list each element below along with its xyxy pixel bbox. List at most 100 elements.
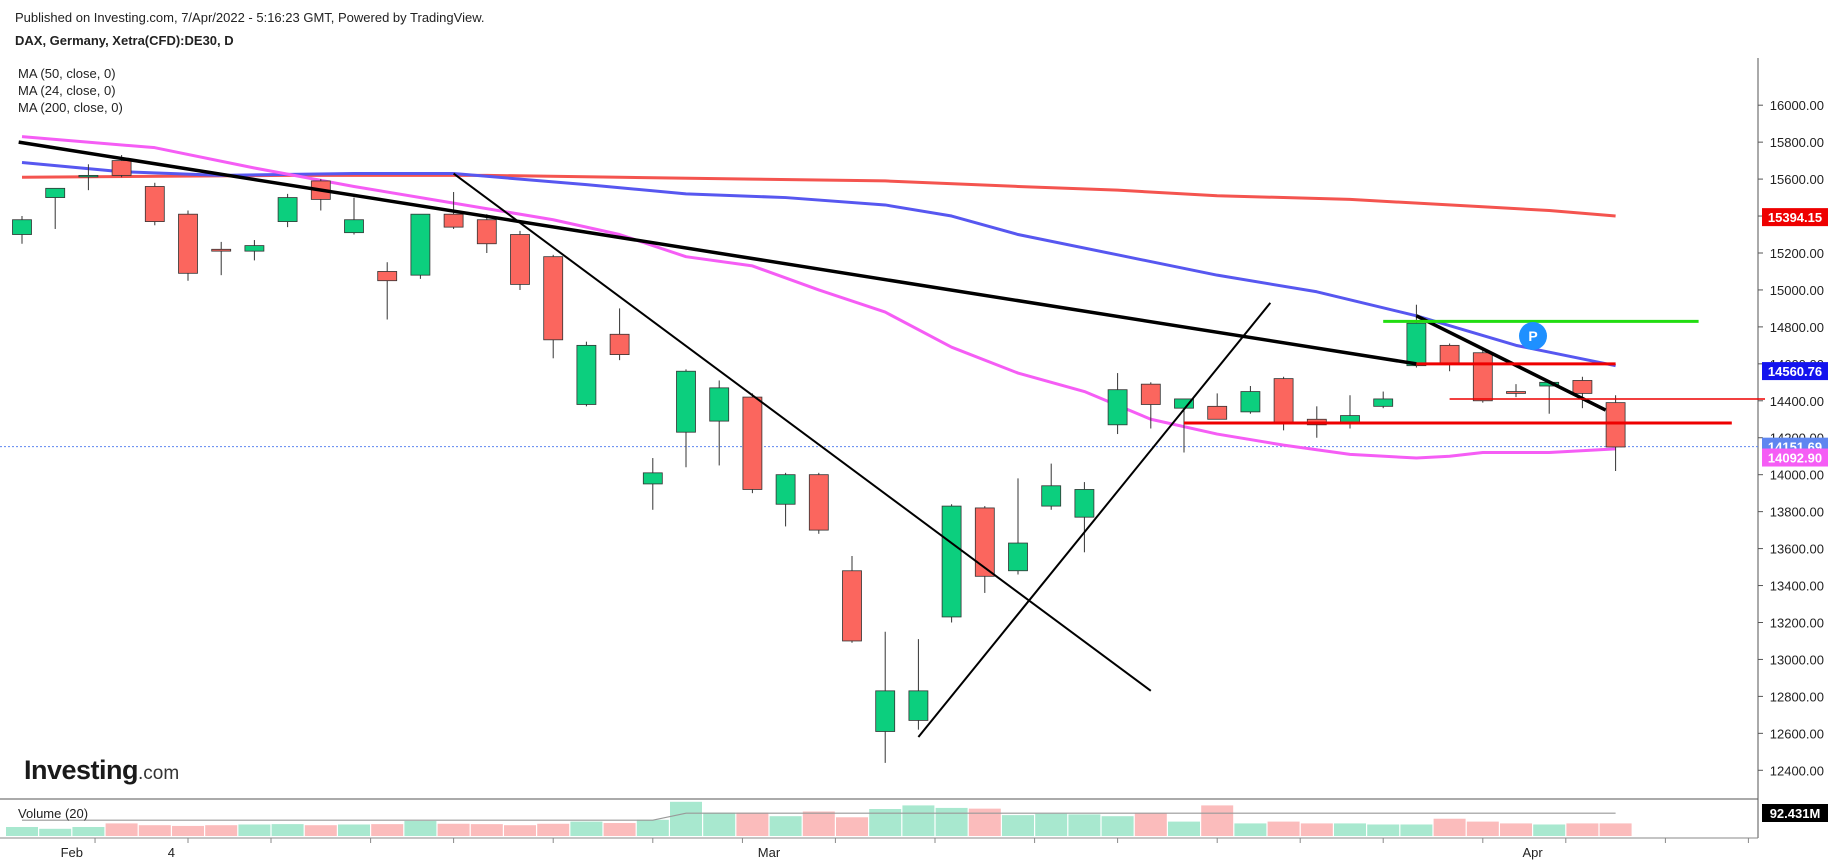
volume-bar — [39, 828, 72, 836]
volume-bar — [238, 824, 271, 836]
legend-ma24[interactable]: MA (24, close, 0) — [18, 83, 116, 98]
candle-body — [1506, 391, 1526, 394]
y-tick-label: 16000.00 — [1770, 98, 1824, 113]
volume-badge — [1762, 804, 1828, 822]
volume-bar — [205, 825, 238, 836]
volume-bar — [1234, 823, 1267, 836]
y-tick-label: 15000.00 — [1770, 283, 1824, 298]
volume-bar — [1367, 824, 1400, 836]
candle-body — [510, 234, 530, 285]
y-tick-label: 14400.00 — [1770, 394, 1824, 409]
price-badge — [1762, 362, 1828, 381]
volume-bar — [1201, 805, 1234, 836]
candle-body — [410, 213, 431, 276]
volume-bar — [1533, 824, 1566, 836]
candle-body — [1273, 378, 1294, 424]
investing-logo: Investing.com — [24, 755, 179, 786]
candle-body — [244, 245, 265, 252]
volume-bar — [1134, 812, 1167, 836]
volume-bar — [138, 825, 171, 836]
volume-bar — [802, 811, 835, 836]
x-tick-label: Mar — [758, 845, 781, 860]
candle-body — [178, 213, 198, 274]
candle-body — [808, 474, 829, 531]
volume-bar — [736, 812, 769, 836]
y-tick-label: 15600.00 — [1770, 172, 1824, 187]
volume-bar — [404, 820, 437, 836]
price-badge-label: 15394.15 — [1768, 210, 1822, 225]
candle-body — [1041, 485, 1062, 507]
candle-body — [12, 219, 32, 235]
candle-body — [642, 472, 663, 485]
ma50-line — [21, 160, 1616, 368]
y-tick-label: 15800.00 — [1770, 135, 1824, 150]
candle-body — [709, 387, 730, 422]
trend-line — [917, 302, 1272, 738]
y-tick-label: 14000.00 — [1770, 468, 1824, 483]
candle-body — [1472, 352, 1493, 402]
volume-bar — [1035, 813, 1068, 836]
candle-body — [45, 187, 66, 198]
legend-ma200[interactable]: MA (200, close, 0) — [18, 100, 123, 115]
candle-body — [1240, 391, 1261, 413]
volume-bar — [570, 821, 603, 836]
candle-body — [443, 213, 464, 228]
volume-bar — [1466, 821, 1499, 836]
price-badge-label: 14560.76 — [1768, 364, 1822, 379]
candle-body — [1572, 380, 1593, 394]
volume-bar — [1300, 823, 1333, 836]
volume-bar — [703, 812, 736, 836]
y-tick-label: 12800.00 — [1770, 689, 1824, 704]
volume-bar — [437, 823, 470, 836]
candle-body — [1439, 344, 1460, 365]
volume-bar — [1566, 823, 1599, 836]
volume-bar — [371, 824, 404, 836]
volume-bar — [105, 823, 138, 836]
y-tick-label: 13800.00 — [1770, 505, 1824, 520]
candle-body — [1207, 405, 1228, 420]
y-tick-label: 14800.00 — [1770, 320, 1824, 335]
volume-badge-label: 92.431M — [1770, 806, 1821, 821]
candle-body — [676, 370, 696, 433]
volume-label: Volume (20) — [18, 806, 89, 821]
candle-body — [742, 396, 763, 490]
x-tick-label: Apr — [1522, 845, 1543, 860]
volume-bar — [1500, 823, 1532, 836]
volume-bar — [1068, 814, 1101, 836]
volume-bar — [504, 825, 536, 836]
candle-body — [277, 197, 298, 222]
y-tick-label: 12400.00 — [1770, 763, 1824, 778]
candle-body — [211, 248, 232, 252]
legend-ma50[interactable]: MA (50, close, 0) — [18, 66, 116, 81]
candle-body — [941, 505, 962, 618]
candle-body — [908, 690, 929, 721]
y-tick-label: 13600.00 — [1770, 542, 1824, 557]
candle-body — [144, 186, 165, 222]
volume-bar — [769, 816, 802, 836]
volume-bar — [935, 807, 968, 836]
volume-bar — [1101, 816, 1134, 836]
volume-bar — [1400, 824, 1433, 836]
candle-body — [1373, 398, 1394, 407]
volume-bar — [537, 823, 570, 836]
volume-bar — [603, 823, 636, 836]
candle-body — [1140, 383, 1161, 405]
price-badge-label: 14092.90 — [1768, 451, 1822, 466]
candle-body — [1074, 489, 1095, 518]
published-note: Published on Investing.com, 7/Apr/2022 -… — [15, 10, 485, 25]
volume-bar — [338, 824, 370, 836]
volume-bar — [304, 825, 337, 836]
volume-bar — [1002, 815, 1034, 836]
candle-body — [377, 271, 398, 282]
volume-bar — [172, 825, 204, 836]
volume-bar — [6, 827, 38, 836]
p-marker-button[interactable]: P — [1519, 322, 1547, 350]
volume-bar — [1433, 818, 1466, 836]
candle-body — [78, 174, 99, 178]
y-tick-label: 12600.00 — [1770, 726, 1824, 741]
candle-body — [875, 690, 896, 732]
candle-body — [1605, 402, 1626, 448]
volume-bar — [271, 824, 304, 836]
volume-bar — [72, 827, 105, 836]
